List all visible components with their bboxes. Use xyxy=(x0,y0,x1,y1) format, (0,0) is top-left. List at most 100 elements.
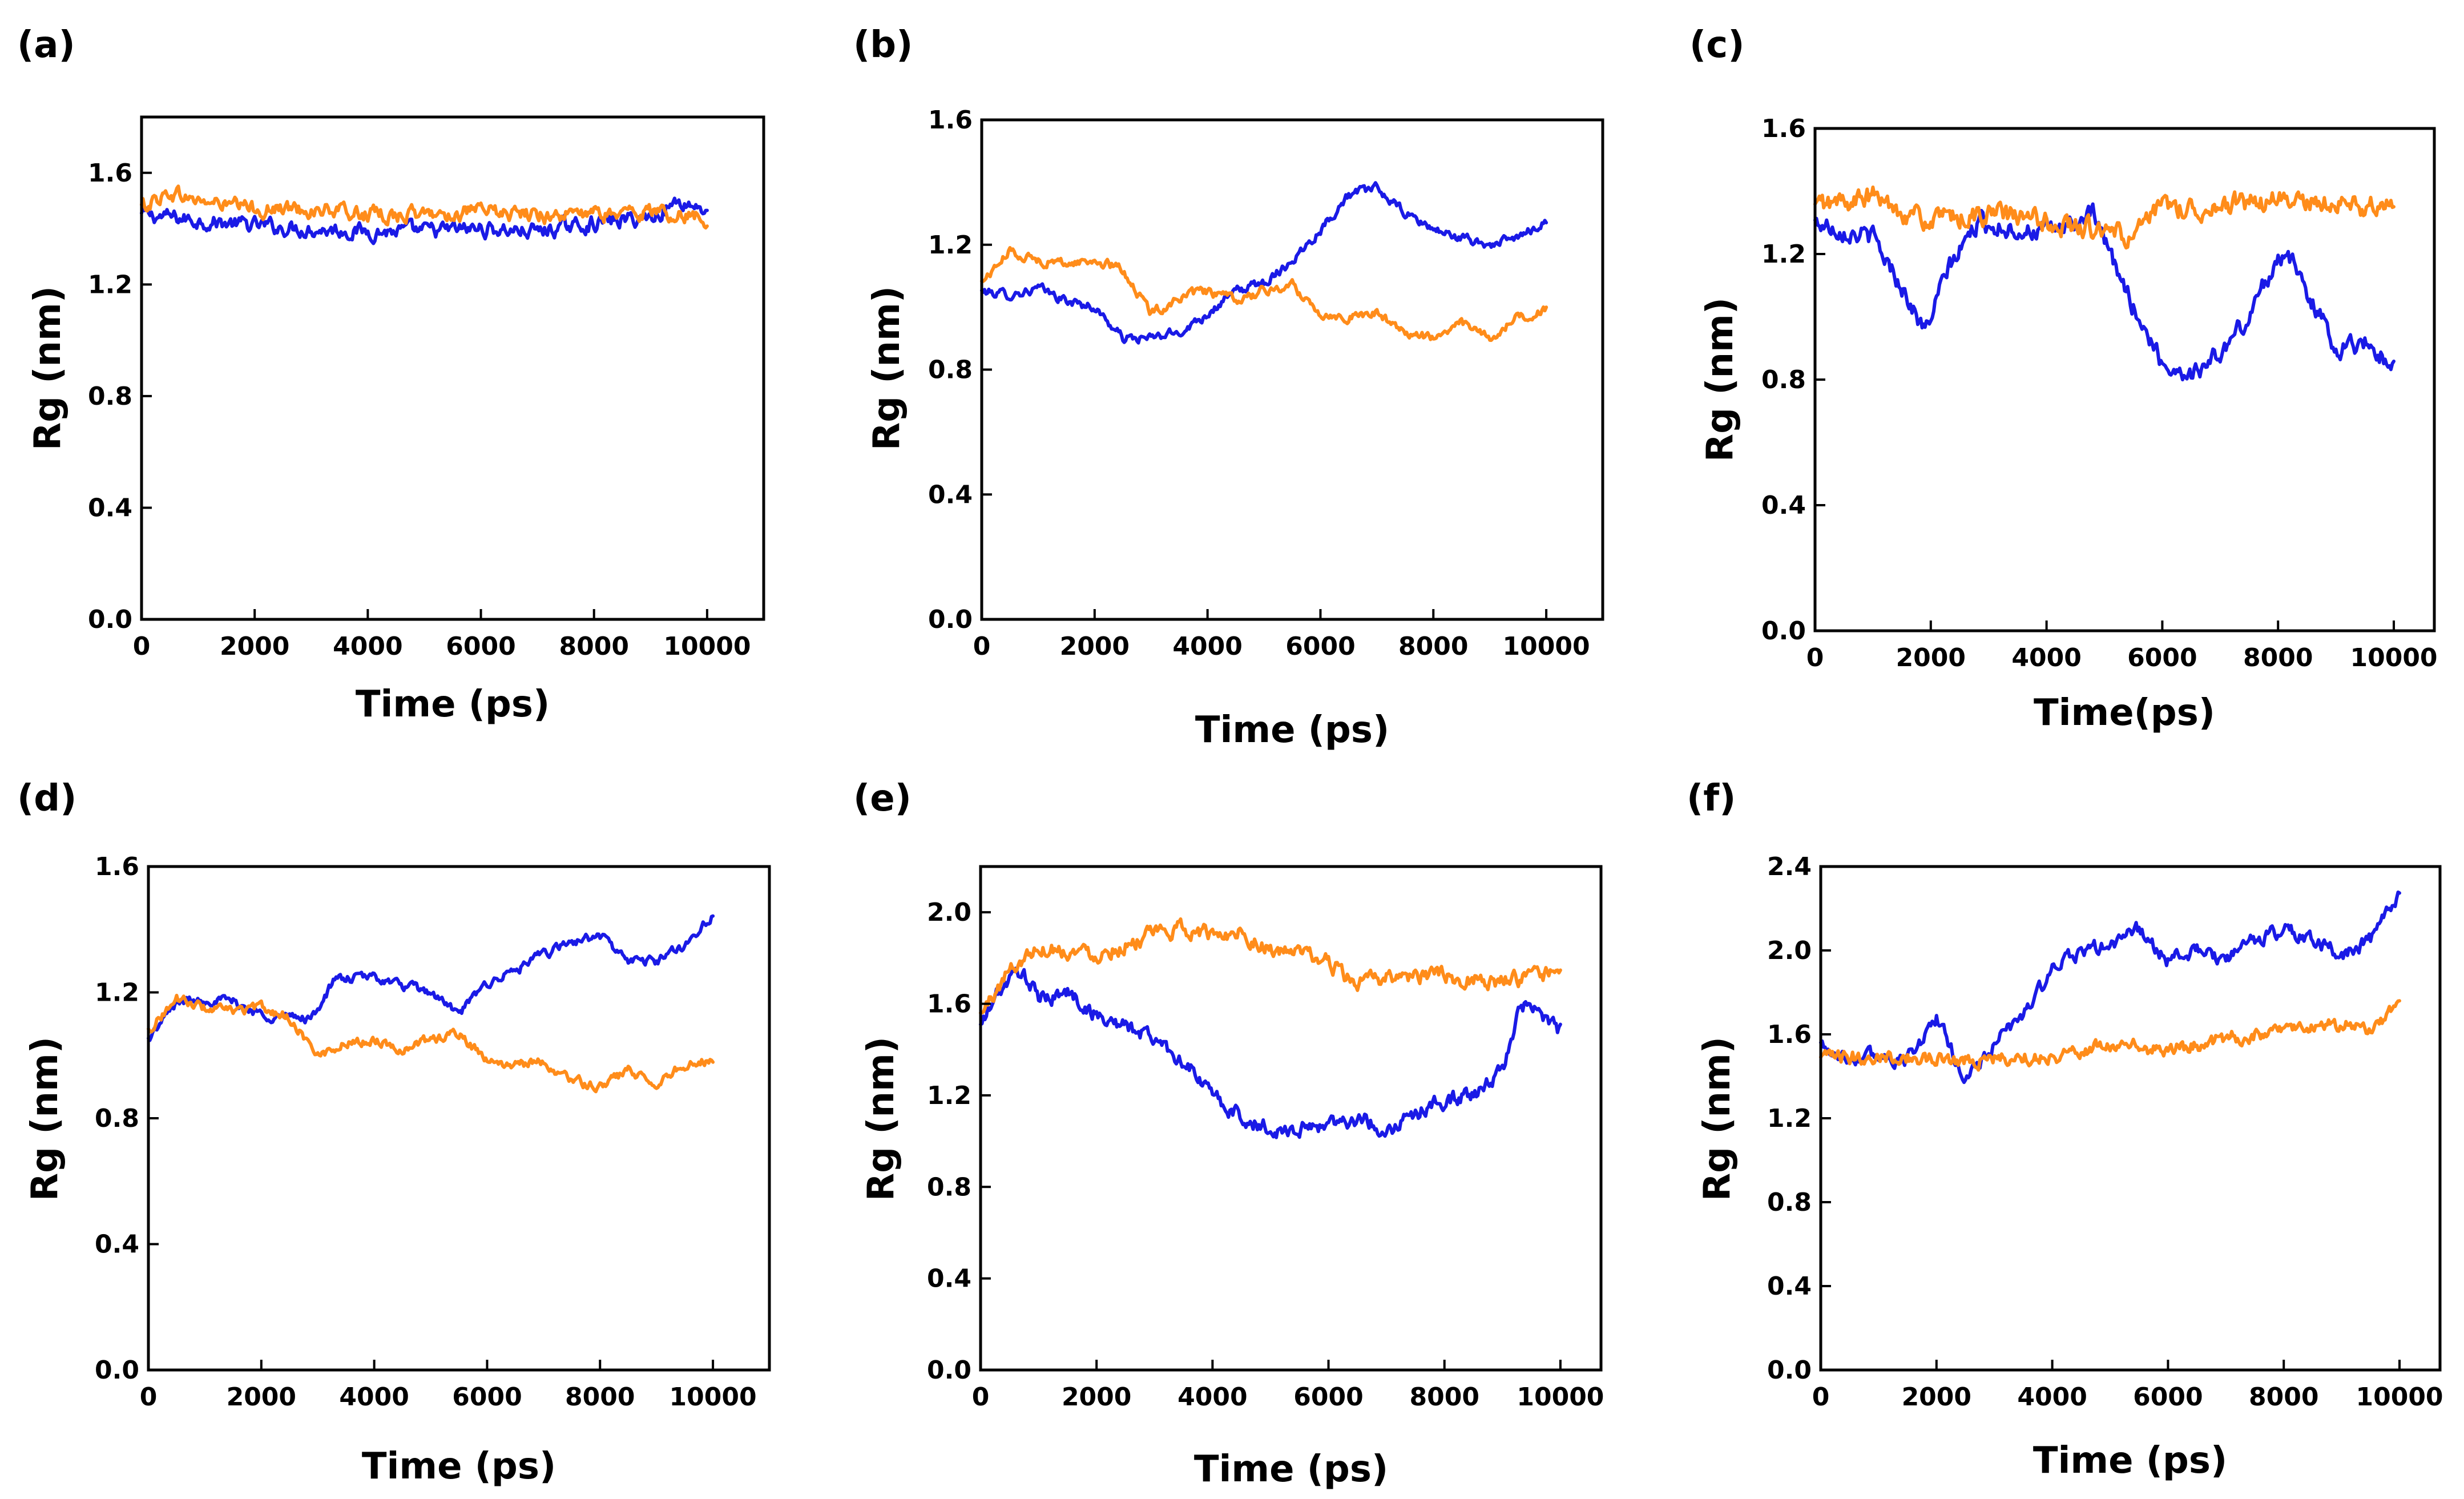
panel-label: (a) xyxy=(17,24,75,66)
chart-panel-f: (f) 0 2000 4000 6000 8000 10000 0.0 0.4 0.8 1.2 1.6… xyxy=(1687,777,2443,1482)
x-tick-label: 2000 xyxy=(1062,1383,1131,1412)
y-tick-label: 0.8 xyxy=(1761,365,1806,394)
x-tick-label: 4000 xyxy=(1172,632,1242,661)
x-tick-label: 2000 xyxy=(227,1383,296,1412)
x-tick-label: 0 xyxy=(140,1383,158,1412)
plot-frame xyxy=(1819,865,2442,1372)
x-tick-label: 6000 xyxy=(446,632,515,661)
x-tick-label: 0 xyxy=(973,632,991,661)
x-axis-label: Time (ps) xyxy=(362,1445,556,1488)
y-tick-label: 0.4 xyxy=(927,1264,971,1294)
x-tick-label: 0 xyxy=(1812,1383,1830,1412)
x-tick-label: 8000 xyxy=(559,632,628,661)
y-tick-label: 0.8 xyxy=(95,1104,139,1133)
x-tick-label: 10000 xyxy=(663,632,751,661)
y-tick-label: 2.0 xyxy=(1767,936,1812,965)
x-axis-label: Time (ps) xyxy=(1195,709,1389,751)
x-tick-label: 8000 xyxy=(565,1383,635,1412)
y-tick-label: 0.8 xyxy=(1767,1188,1812,1217)
x-tick-label: 6000 xyxy=(2133,1383,2203,1412)
y-axis-label: Rg (nm) xyxy=(24,1037,66,1201)
y-tick-label: 0.4 xyxy=(88,493,132,522)
series-line-orange xyxy=(1819,999,2401,1072)
plot-frame xyxy=(147,865,771,1372)
series-line-blue xyxy=(980,181,1548,345)
x-tick-label: 6000 xyxy=(1293,1383,1363,1412)
x-tick-label: 2000 xyxy=(1896,643,1966,672)
x-tick-label: 2000 xyxy=(1902,1383,1971,1412)
y-tick-label: 2.4 xyxy=(1767,852,1812,881)
x-tick-label: 0 xyxy=(1806,643,1824,672)
x-axis-label: Time (ps) xyxy=(2033,1440,2227,1482)
y-tick-label: 0.0 xyxy=(928,605,973,634)
x-tick-label: 4000 xyxy=(2017,1383,2087,1412)
x-tick-label: 0 xyxy=(972,1383,990,1412)
y-tick-label: 1.6 xyxy=(928,106,973,135)
y-tick-label: 0.0 xyxy=(88,605,132,634)
y-tick-label: 1.6 xyxy=(1767,1020,1812,1049)
panel-label: (b) xyxy=(853,24,913,66)
series-line-blue xyxy=(1813,202,2396,382)
series-line-blue xyxy=(1819,890,2401,1085)
y-tick-label: 1.2 xyxy=(927,1081,971,1110)
x-tick-label: 0 xyxy=(133,632,151,661)
x-tick-label: 4000 xyxy=(1177,1383,1247,1412)
plot-frame xyxy=(140,115,765,621)
y-tick-label: 0.8 xyxy=(927,1172,971,1202)
y-tick-label: 0.4 xyxy=(1767,1272,1812,1301)
x-tick-label: 10000 xyxy=(2350,643,2437,672)
y-tick-label: 0.4 xyxy=(95,1230,139,1259)
series-line-blue xyxy=(140,196,709,245)
y-axis-label: Rg (nm) xyxy=(27,286,69,450)
series-line-blue xyxy=(979,966,1562,1139)
x-axis-label: Time (ps) xyxy=(1194,1448,1388,1490)
series-line-orange xyxy=(1813,186,2396,250)
x-axis-label: Time (ps) xyxy=(356,683,550,726)
y-tick-label: 0.4 xyxy=(928,480,973,509)
panel-label: (f) xyxy=(1687,777,1736,820)
y-axis-label: Rg (nm) xyxy=(1696,1037,1739,1201)
y-tick-label: 1.6 xyxy=(88,159,132,188)
y-tick-label: 0.4 xyxy=(1761,491,1806,520)
x-tick-label: 8000 xyxy=(2249,1383,2318,1412)
chart-panel-d: (d) 0 2000 4000 6000 8000 10000 0.0 0.4 0.8 1.2 1.6… xyxy=(17,777,771,1488)
plot-frame xyxy=(979,865,1603,1372)
x-tick-label: 10000 xyxy=(2356,1383,2443,1412)
y-tick-label: 1.2 xyxy=(88,270,132,299)
y-tick-label: 1.6 xyxy=(1761,114,1806,143)
series-line-blue xyxy=(147,914,715,1042)
panel-label: (c) xyxy=(1689,24,1744,66)
y-axis-label: Rg (nm) xyxy=(860,1037,902,1201)
y-tick-label: 0.0 xyxy=(95,1356,139,1385)
x-tick-label: 4000 xyxy=(339,1383,409,1412)
y-tick-label: 0.0 xyxy=(1767,1356,1812,1385)
series-line-orange xyxy=(147,993,715,1094)
panel-label: (d) xyxy=(17,777,76,820)
y-tick-label: 1.6 xyxy=(95,852,139,881)
y-tick-label: 0.8 xyxy=(928,356,973,385)
chart-panel-b: (b) 0 2000 4000 6000 8000 10000 0.0 0.4 0.8 1.2 1.6… xyxy=(853,24,1604,751)
y-axis-label: Rg (nm) xyxy=(1699,297,1741,462)
series-line-orange xyxy=(979,917,1562,1015)
y-tick-label: 0.0 xyxy=(1761,616,1806,646)
series-line-orange xyxy=(140,184,709,230)
x-tick-label: 4000 xyxy=(333,632,402,661)
y-tick-label: 1.2 xyxy=(1761,240,1806,269)
y-tick-label: 2.0 xyxy=(927,898,971,927)
x-tick-label: 6000 xyxy=(2127,643,2197,672)
x-tick-label: 8000 xyxy=(1398,632,1468,661)
x-tick-label: 10000 xyxy=(1503,632,1590,661)
chart-panel-e: (e) 0 2000 4000 6000 8000 10000 0.0 0.4 0.8 1.2 1.6… xyxy=(853,777,1604,1490)
x-tick-label: 2000 xyxy=(220,632,289,661)
y-tick-label: 1.2 xyxy=(928,231,973,260)
panel-label: (e) xyxy=(853,777,912,820)
x-tick-label: 6000 xyxy=(1285,632,1355,661)
chart-panel-a: (a) 0 2000 4000 6000 8000 10000 0.0 0.4 0.8 1.2 1.6… xyxy=(17,24,765,726)
y-tick-label: 0.0 xyxy=(927,1356,971,1385)
x-tick-label: 8000 xyxy=(1409,1383,1479,1412)
x-tick-label: 10000 xyxy=(670,1383,757,1412)
y-tick-label: 1.6 xyxy=(927,990,971,1019)
x-tick-label: 10000 xyxy=(1517,1383,1604,1412)
x-axis-label: Time(ps) xyxy=(2034,692,2215,734)
